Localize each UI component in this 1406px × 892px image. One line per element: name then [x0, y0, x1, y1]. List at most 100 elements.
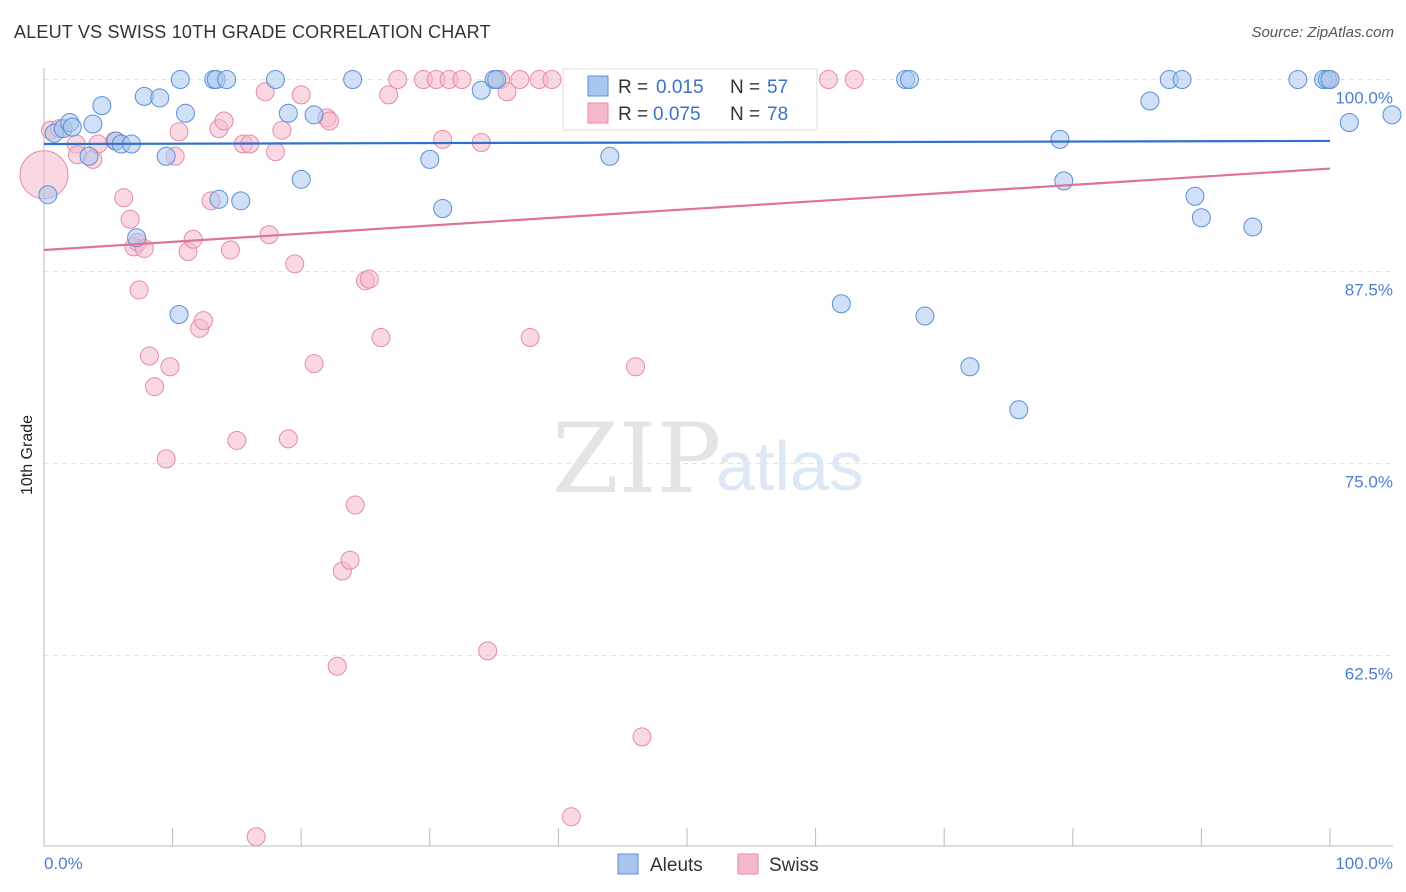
aleuts-point-55 [1382, 105, 1402, 125]
legend-r-label-swiss: R = [618, 104, 648, 125]
aleuts-point-37 [831, 294, 851, 314]
y-tick-labels: 100.0% 87.5% 75.0% 62.5% [1335, 89, 1393, 684]
aleuts-point-21 [217, 70, 237, 89]
x-ticks [43, 828, 1331, 846]
legend-n-value-swiss: 78 [767, 104, 788, 125]
aleuts-point-32 [487, 70, 507, 89]
swiss-point-53 [433, 129, 453, 149]
aleuts-point-42 [1009, 400, 1029, 420]
swiss-point-32 [255, 82, 275, 102]
aleuts-point-24 [278, 103, 298, 123]
series-legend-label-aleuts: Aleuts [650, 855, 703, 876]
swiss-point-9 [120, 209, 140, 229]
watermark: ZIP atlas [552, 403, 864, 515]
aleuts-point-13 [150, 88, 170, 108]
legend-swatch-swiss [587, 102, 609, 124]
y-tick-label-3: 62.5% [1345, 665, 1393, 684]
swiss-point-66 [632, 727, 652, 747]
watermark-zip: ZIP [552, 403, 721, 515]
aleuts-point-51 [1288, 70, 1308, 89]
chart-title: ALEUT VS SWISS 10TH GRADE CORRELATION CH… [14, 22, 491, 42]
aleuts-point-49 [1191, 208, 1211, 228]
swiss-point-63 [542, 70, 562, 89]
legend-n-label-swiss: N = [730, 104, 760, 125]
series-legend-swatch-swiss [737, 853, 759, 875]
series-legend-swatch-aleuts [617, 853, 639, 875]
swiss-point-34 [265, 142, 285, 162]
aleuts-point-50 [1243, 217, 1263, 237]
aleuts-point-47 [1172, 70, 1192, 89]
swiss-point-76 [844, 70, 864, 89]
aleuts-point-7 [92, 96, 112, 116]
swiss-point-44 [340, 550, 360, 570]
swiss-point-16 [156, 449, 176, 469]
swiss-point-64 [561, 807, 581, 827]
swiss-point-50 [388, 70, 408, 89]
aleuts-point-15 [169, 305, 189, 325]
y-tick-label-2: 75.0% [1345, 473, 1393, 492]
aleuts-trend-line [43, 139, 1331, 146]
aleuts-point-29 [433, 199, 453, 219]
swiss-point-14 [139, 346, 159, 366]
aleuts-point-56 [1320, 70, 1340, 89]
aleuts-point-27 [343, 70, 363, 89]
aleuts-point-4 [62, 117, 82, 137]
aleuts-point-41 [960, 357, 980, 377]
swiss-point-17 [160, 357, 180, 377]
swiss-point-26 [214, 111, 234, 131]
aleuts-point-44 [1054, 171, 1074, 191]
aleuts-point-25 [291, 169, 311, 189]
swiss-point-8 [114, 188, 134, 208]
aleuts-point-40 [915, 306, 935, 326]
swiss-point-23 [193, 311, 213, 331]
aleuts-point-22 [231, 191, 251, 211]
swiss-point-31 [246, 827, 266, 847]
swiss-point-27 [220, 240, 240, 260]
swiss-point-60 [510, 70, 530, 89]
swiss-point-42 [327, 656, 347, 676]
aleuts-point-26 [304, 105, 324, 125]
swiss-point-36 [278, 429, 298, 449]
aleuts-point-5 [79, 146, 99, 166]
x-tick-label-max: 100.0% [1335, 854, 1393, 873]
gridlines [44, 79, 1393, 656]
swiss-point-61 [520, 328, 540, 348]
swiss-point-57 [478, 641, 498, 661]
aleuts-point-23 [265, 70, 285, 89]
legend-r-value-swiss: 0.075 [653, 104, 701, 125]
swiss-point-65 [626, 357, 646, 377]
aleuts-point-11 [127, 228, 147, 248]
swiss-trend-line [43, 167, 1331, 252]
swiss-point-12 [129, 280, 149, 300]
aleuts-point-30 [471, 80, 491, 100]
aleuts-point-20 [209, 189, 229, 209]
aleuts-point-39 [899, 70, 919, 89]
y-tick-label-0: 100.0% [1335, 89, 1393, 108]
series-legend-label-swiss: Swiss [769, 855, 819, 876]
swiss-point-47 [359, 269, 379, 289]
legend-swatch-aleuts [587, 75, 609, 97]
aleuts-point-28 [420, 149, 440, 169]
trend-lines [43, 139, 1331, 252]
x-tick-labels: 0.0% 100.0% [44, 854, 1393, 873]
aleuts-point-48 [1185, 186, 1205, 206]
swiss-point-38 [291, 85, 311, 105]
watermark-atlas: atlas [716, 427, 864, 505]
source-credit: Source: ZipAtlas.com [1251, 24, 1394, 41]
aleuts-point-0 [38, 185, 58, 205]
swiss-point-49 [379, 85, 399, 105]
legend-r-value-aleuts: 0.015 [656, 77, 704, 98]
swiss-point-48 [371, 328, 391, 348]
aleuts-point-33 [600, 146, 620, 166]
aleuts-point-16 [170, 70, 190, 89]
legend-n-value-aleuts: 57 [767, 77, 788, 98]
swiss-point-15 [145, 377, 165, 397]
swiss-point-55 [452, 70, 472, 89]
stats-legend: R = 0.015 N = 57 R = 0.075 N = 78 [562, 68, 818, 131]
swiss-point-19 [169, 122, 189, 142]
swiss-point-75 [818, 70, 838, 89]
y-tick-label-1: 87.5% [1345, 281, 1393, 300]
swiss-point-37 [285, 254, 305, 274]
aleuts-point-45 [1140, 91, 1160, 111]
